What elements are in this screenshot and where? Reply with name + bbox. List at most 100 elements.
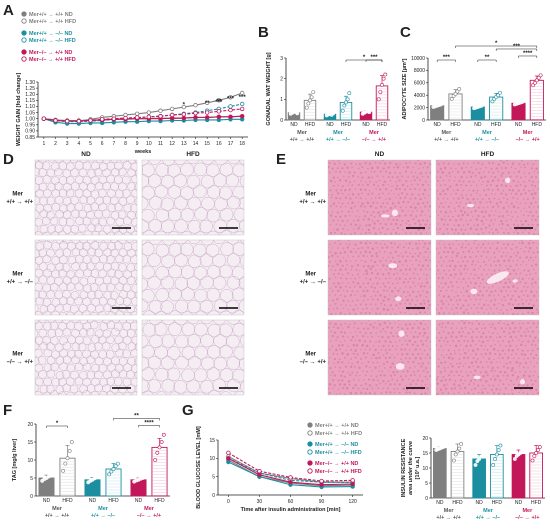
cell-nucleus <box>405 222 408 225</box>
cell-outline <box>62 341 72 351</box>
micrograph-frame <box>34 159 138 236</box>
cell-nucleus <box>482 223 485 226</box>
cell-nucleus <box>446 321 450 325</box>
cell-nucleus <box>359 348 362 351</box>
cell-nucleus <box>351 362 354 365</box>
cell-nucleus <box>528 189 531 192</box>
cell-nucleus <box>534 256 537 259</box>
cell-outline <box>239 254 244 267</box>
cell-nucleus <box>389 340 392 344</box>
cell-outline <box>23 248 31 256</box>
cell-nucleus <box>388 238 390 240</box>
cell-nucleus <box>397 201 400 204</box>
cell-outline <box>75 232 84 235</box>
cell-nucleus <box>405 391 408 394</box>
cell-nucleus <box>396 387 399 390</box>
cell-nucleus <box>520 176 522 179</box>
cell-nucleus <box>449 273 453 277</box>
cell-outline <box>193 266 208 280</box>
cell-nucleus <box>446 238 447 239</box>
cell-nucleus <box>496 237 497 238</box>
cell-nucleus <box>473 224 476 227</box>
cell-nucleus <box>506 198 509 200</box>
cell-outline <box>71 320 80 323</box>
cell-nucleus <box>462 171 466 174</box>
cell-nucleus <box>332 176 336 179</box>
cell-outline <box>130 162 137 172</box>
cell-nucleus <box>513 252 515 255</box>
cell-nucleus <box>442 232 445 235</box>
cell-nucleus <box>516 197 519 200</box>
cell-nucleus <box>333 357 337 361</box>
cell-nucleus <box>364 331 367 335</box>
y-tick-label: 1.10 <box>25 104 35 110</box>
cell-nucleus <box>359 216 361 218</box>
cell-nucleus <box>333 331 337 334</box>
cell-nucleus <box>387 344 390 347</box>
cell-nucleus <box>436 237 438 239</box>
cell-nucleus <box>410 171 413 174</box>
group-genotype: +/+ → –/– <box>475 137 499 143</box>
cell-nucleus <box>493 197 496 200</box>
cell-outline <box>142 163 155 177</box>
cell-nucleus <box>452 189 455 192</box>
cell-nucleus <box>444 219 447 221</box>
cell-outline <box>167 231 180 235</box>
data-point <box>239 101 245 107</box>
cell-nucleus <box>341 317 344 320</box>
cell-nucleus <box>382 398 384 400</box>
cell-outline <box>97 310 107 315</box>
row-genotype: –/– → +/+ <box>7 360 34 366</box>
cell-nucleus <box>444 361 447 364</box>
cell-nucleus <box>525 289 527 292</box>
cell-nucleus <box>425 339 428 342</box>
cell-outline <box>187 220 202 234</box>
cell-nucleus <box>520 166 522 168</box>
cell-nucleus <box>526 392 529 395</box>
cell-nucleus <box>442 312 445 315</box>
cell-nucleus <box>370 259 373 262</box>
cell-nucleus <box>509 175 512 178</box>
cell-outline <box>131 174 137 184</box>
cell-nucleus <box>473 387 477 390</box>
cell-nucleus <box>465 219 468 222</box>
cell-nucleus <box>507 285 510 289</box>
cell-nucleus <box>422 327 426 331</box>
cell-nucleus <box>527 322 530 325</box>
cell-nucleus <box>369 331 372 335</box>
cell-nucleus <box>382 257 384 259</box>
cell-nucleus <box>451 308 453 310</box>
cell-outline <box>111 356 120 365</box>
cell-nucleus <box>377 387 380 389</box>
cell-nucleus <box>530 343 533 346</box>
cell-nucleus <box>371 387 374 390</box>
cell-nucleus <box>520 210 522 212</box>
row-label: Mer <box>305 272 316 278</box>
cell-outline <box>231 287 244 302</box>
cell-nucleus <box>449 210 452 213</box>
cell-nucleus <box>353 247 355 250</box>
cell-nucleus <box>489 344 493 348</box>
cell-nucleus <box>477 276 480 280</box>
category-label: HFD <box>377 122 388 128</box>
cell-nucleus <box>524 176 527 178</box>
cell-nucleus <box>355 268 358 271</box>
cell-outline <box>114 202 123 212</box>
cell-nucleus <box>507 349 511 352</box>
cell-outline <box>103 291 112 300</box>
cell-outline <box>174 253 188 267</box>
cell-outline <box>79 357 89 366</box>
cell-nucleus <box>396 226 400 230</box>
cell-nucleus <box>527 269 530 272</box>
cell-nucleus <box>366 255 368 257</box>
cell-nucleus <box>347 210 350 213</box>
cell-nucleus <box>346 166 349 170</box>
cell-nucleus <box>479 371 482 374</box>
cell-nucleus <box>480 273 483 276</box>
cell-nucleus <box>480 183 483 186</box>
cell-outline <box>91 363 100 373</box>
cell-nucleus <box>525 328 528 330</box>
cell-nucleus <box>392 218 395 222</box>
y-tick-label: 0 <box>212 493 215 499</box>
